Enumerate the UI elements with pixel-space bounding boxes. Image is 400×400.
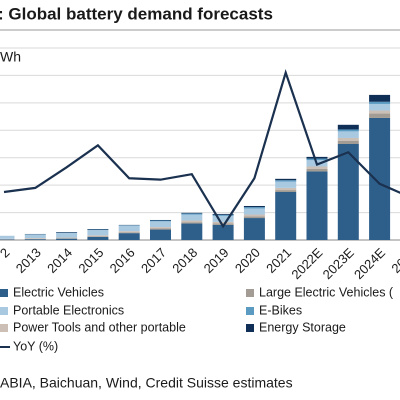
- bar-segment: [150, 221, 171, 228]
- bar-segment: [87, 235, 109, 237]
- bar-segment: [275, 187, 297, 191]
- bar-segment: [275, 192, 297, 240]
- bar-segment: [118, 231, 140, 233]
- legend-swatch: [246, 324, 254, 332]
- bar-segment: [181, 220, 203, 223]
- x-tick-label: 2016: [107, 245, 138, 276]
- bar-segment: [0, 239, 15, 240]
- bar-segment: [24, 239, 46, 240]
- bar-segment: [337, 137, 359, 141]
- bar-segment: [306, 168, 328, 172]
- bar-segment: [243, 205, 265, 208]
- bar-segment: [181, 222, 203, 224]
- bar-segment: [212, 215, 234, 222]
- bar-segment: [212, 224, 234, 240]
- legend-label: YoY (%): [13, 339, 58, 353]
- bar-segment: [243, 214, 265, 217]
- bar-segment: [150, 219, 171, 221]
- legend-swatch: [0, 289, 8, 297]
- legend-label: E-Bikes: [259, 303, 302, 317]
- bar-segment: [150, 229, 171, 240]
- bar-segment: [243, 216, 265, 219]
- bar-segment: [275, 190, 297, 192]
- legend-swatch: [0, 307, 8, 315]
- bar-segment: [369, 110, 391, 114]
- legend-label: Electric Vehicles: [13, 285, 104, 299]
- x-tick-label: 2017: [138, 245, 169, 276]
- y-axis-label: Wh: [0, 49, 21, 65]
- bar-segment: [212, 214, 234, 216]
- bar-segment: [181, 213, 203, 215]
- bar-segment: [243, 218, 265, 240]
- bar-segment: [24, 238, 46, 239]
- bar-segment: [369, 94, 391, 102]
- x-tick-label: 2022E: [288, 245, 325, 282]
- x-tick-label: 2020: [232, 245, 263, 276]
- legend-label: Power Tools and other portable: [13, 320, 186, 334]
- bar-segment: [369, 103, 391, 111]
- source-note: ABIA, Baichuan, Wind, Credit Suisse esti…: [0, 375, 293, 391]
- bar-segment: [0, 238, 15, 240]
- legend-swatch: [0, 324, 8, 332]
- bar-segment: [337, 129, 359, 132]
- bar-segment: [0, 236, 15, 239]
- bar-segment: [306, 156, 328, 159]
- x-tick-label: 2015: [75, 245, 106, 276]
- bar-segment: [337, 124, 359, 130]
- bar-segment: [56, 232, 78, 233]
- bar-segment: [306, 166, 328, 169]
- bar-segment: [337, 131, 359, 138]
- bar-segment: [212, 213, 234, 215]
- bar-segment: [118, 225, 140, 232]
- bar-segment: [181, 214, 203, 221]
- legend-label: Energy Storage: [259, 320, 346, 334]
- bar-segment: [243, 207, 265, 209]
- bar-segment: [369, 113, 391, 118]
- bar-segment: [369, 117, 391, 240]
- legend-swatch: [246, 307, 254, 315]
- bar-segment: [337, 144, 359, 240]
- bar-segment: [56, 238, 78, 240]
- bar-segment: [150, 228, 171, 230]
- legend-swatch: [246, 289, 254, 297]
- x-tick-label: 2: [0, 245, 13, 261]
- x-tick-label: 2014: [44, 245, 75, 276]
- bar-segment: [56, 237, 78, 239]
- bar-segment: [212, 221, 234, 224]
- bar-segment: [87, 236, 109, 240]
- bar-segment: [150, 220, 171, 222]
- x-tick-label: 2025: [388, 245, 400, 276]
- x-tick-label: 2023E: [320, 245, 357, 282]
- bar-segment: [24, 234, 46, 239]
- bar-segment: [56, 232, 78, 238]
- bar-segment: [306, 171, 328, 240]
- bar-segment: [87, 236, 109, 237]
- bar-segment: [87, 230, 109, 236]
- bar-segment: [118, 233, 140, 240]
- bar-segment: [275, 180, 297, 182]
- x-tick-label: 2019: [201, 245, 232, 276]
- legend-label: Large Electric Vehicles (: [259, 285, 394, 299]
- bar-segment: [87, 229, 109, 230]
- bar-segment: [150, 227, 171, 229]
- bar-segment: [275, 181, 297, 188]
- chart-title: : Global battery demand forecasts: [0, 4, 273, 23]
- bar-segment: [369, 101, 391, 104]
- bar-segment: [118, 232, 140, 234]
- bar-segment: [87, 229, 109, 231]
- x-tick-label: 2013: [13, 245, 44, 276]
- bar-segment: [243, 208, 265, 215]
- x-tick-label: 2024E: [351, 245, 388, 282]
- x-tick-label: 2018: [169, 245, 200, 276]
- legend-label: Portable Electronics: [13, 303, 124, 317]
- yoy-line: [3, 69, 400, 229]
- bar-segment: [337, 140, 359, 144]
- bar-segment: [306, 158, 328, 161]
- bar-segment: [118, 225, 140, 226]
- bar-segment: [275, 178, 297, 181]
- bar-segment: [181, 223, 203, 240]
- bar-segment: [181, 212, 203, 214]
